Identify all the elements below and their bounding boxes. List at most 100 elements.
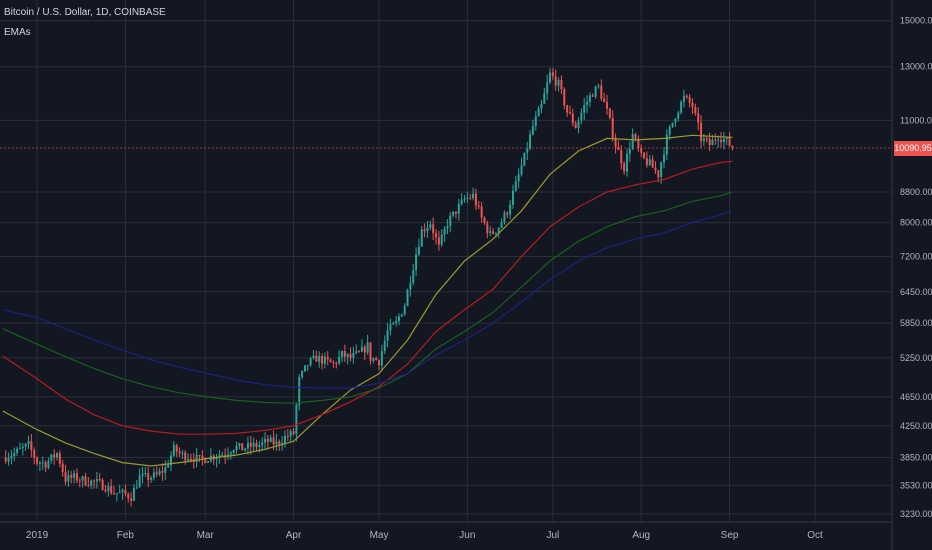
candle-body xyxy=(189,459,192,461)
candle-body xyxy=(201,455,204,459)
candle-body xyxy=(369,342,372,361)
candle-body xyxy=(67,475,70,482)
candle-body xyxy=(469,197,472,199)
candle-body xyxy=(611,117,614,138)
candle-body xyxy=(711,139,714,146)
candle-body xyxy=(269,437,272,442)
y-tick-label: 5850.00 xyxy=(900,318,932,328)
candle-body xyxy=(27,441,30,444)
x-tick-label: 2019 xyxy=(26,530,49,541)
indicator-label[interactable]: EMAs xyxy=(4,27,31,38)
candle-body xyxy=(720,139,723,143)
candle-body xyxy=(252,442,255,447)
candle-body xyxy=(318,355,321,362)
candle-body xyxy=(549,72,552,83)
candle-body xyxy=(73,473,76,478)
candle-body xyxy=(397,316,400,321)
candle-body xyxy=(272,437,275,445)
candle-body xyxy=(286,436,289,438)
candle-body xyxy=(130,498,133,501)
candle-body xyxy=(668,126,671,135)
candle-body xyxy=(95,479,98,482)
candle-body xyxy=(454,211,457,214)
y-tick-label: 3530.00 xyxy=(900,480,932,490)
candle-body xyxy=(298,376,301,405)
candle-body xyxy=(600,85,603,99)
candle-body xyxy=(580,112,583,121)
candle-body xyxy=(728,137,731,147)
candle-body xyxy=(255,442,258,448)
candle-body xyxy=(697,113,700,123)
candle-body xyxy=(651,159,654,168)
candle-body xyxy=(355,351,358,353)
candle-body xyxy=(10,456,13,459)
candle-body xyxy=(226,454,229,457)
candle-body xyxy=(714,139,717,141)
ema-line-2 xyxy=(2,160,733,435)
candle-body xyxy=(30,441,33,450)
candle-body xyxy=(121,489,124,493)
candle-body xyxy=(477,205,480,207)
grid xyxy=(0,0,892,522)
candle-body xyxy=(349,353,352,358)
candle-body xyxy=(326,356,329,360)
candle-body xyxy=(628,148,631,154)
candle-body xyxy=(372,358,375,361)
candle-body xyxy=(654,167,657,171)
candle-body xyxy=(61,463,64,472)
candle-body xyxy=(264,438,267,443)
candle-body xyxy=(33,449,36,458)
candle-body xyxy=(101,479,104,490)
candle-body xyxy=(352,352,355,358)
x-tick-label: May xyxy=(370,530,389,541)
candle-body xyxy=(135,487,138,489)
candle-body xyxy=(480,206,483,218)
candle-body xyxy=(700,122,703,141)
candle-body xyxy=(717,139,720,141)
candle-body xyxy=(591,95,594,97)
candle-body xyxy=(523,152,526,166)
candle-body xyxy=(238,443,241,447)
ema-line-4 xyxy=(2,210,733,389)
candle-body xyxy=(674,118,677,123)
candle-body xyxy=(321,355,324,364)
candle-body xyxy=(526,148,529,153)
candle-body xyxy=(415,254,418,270)
candle-body xyxy=(577,120,580,129)
candle-body xyxy=(511,190,514,205)
candle-body xyxy=(432,224,435,234)
candle-body xyxy=(608,108,611,118)
y-tick-label: 15000.00 xyxy=(900,16,932,26)
candle-body xyxy=(315,355,318,362)
candle-body xyxy=(261,442,264,446)
candle-body xyxy=(677,112,680,119)
candle-body xyxy=(229,452,232,455)
candle-body xyxy=(412,269,415,283)
candle-body xyxy=(380,351,383,366)
candle-body xyxy=(7,458,10,462)
candle-body xyxy=(312,355,315,359)
last-price-tag: 10090.95 xyxy=(894,140,932,156)
candle-body xyxy=(184,452,187,461)
candle-body xyxy=(84,476,87,485)
candle-body xyxy=(44,462,47,468)
candle-body xyxy=(41,462,44,464)
candle-body xyxy=(503,212,506,223)
candle-body xyxy=(631,134,634,149)
candle-body xyxy=(423,229,426,232)
candle-body xyxy=(517,174,520,182)
candle-body xyxy=(224,454,227,457)
candle-body xyxy=(392,323,395,325)
candle-body xyxy=(207,461,210,463)
candle-body xyxy=(705,138,708,140)
candle-body xyxy=(417,246,420,255)
y-tick-label: 8800.00 xyxy=(900,187,932,197)
candle-body xyxy=(474,193,477,206)
candle-body xyxy=(506,212,509,215)
candle-body xyxy=(150,477,153,480)
candle-body xyxy=(560,79,563,90)
candle-body xyxy=(492,231,495,234)
candle-body xyxy=(708,138,711,146)
ema-line-1 xyxy=(2,134,733,467)
